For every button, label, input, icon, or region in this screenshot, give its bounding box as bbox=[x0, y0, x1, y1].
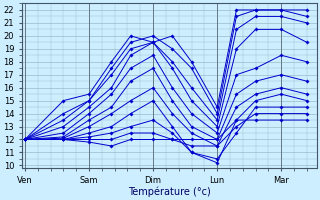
X-axis label: Température (°c): Température (°c) bbox=[128, 186, 211, 197]
